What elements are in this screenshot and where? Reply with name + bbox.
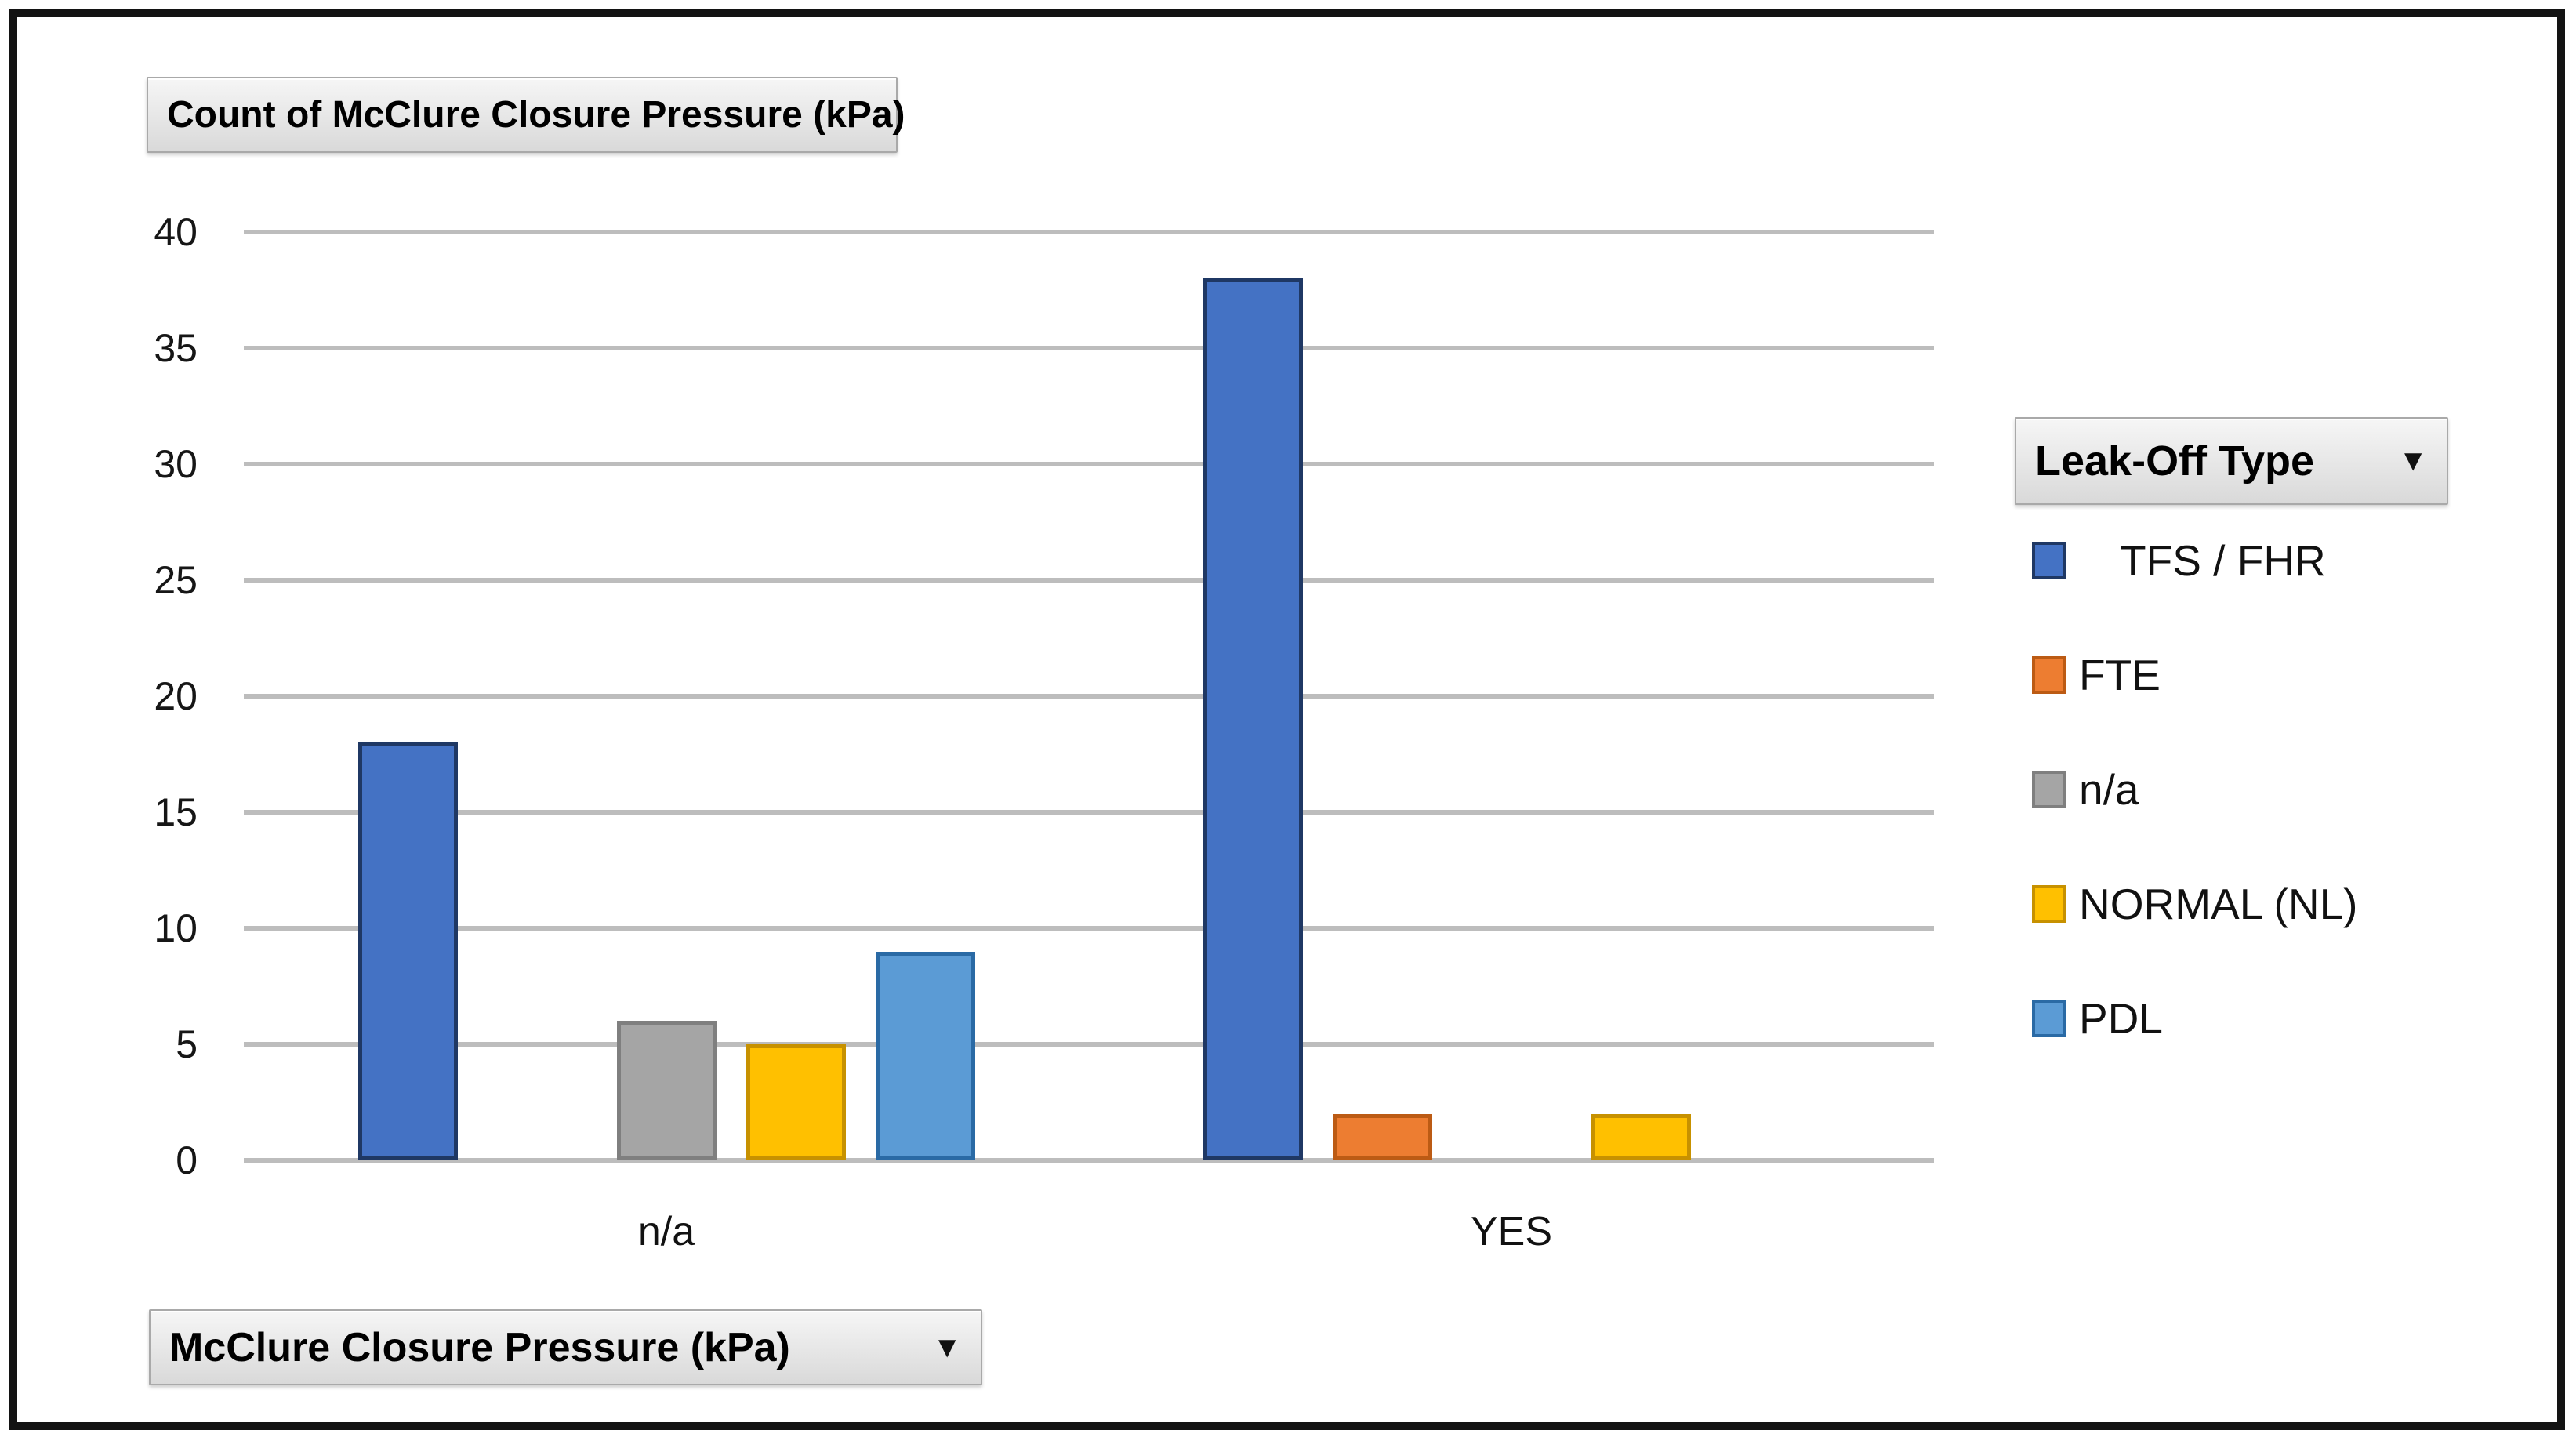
gridline-35 (244, 346, 1934, 350)
gridline-25 (244, 578, 1934, 583)
y-axis-tick-label-0: 0 (176, 1138, 198, 1182)
legend-item-n-a[interactable]: n/a (2032, 765, 2139, 814)
bar-normal-nl-n-a[interactable] (746, 1044, 846, 1160)
legend-item-tfs-fhr[interactable]: TFS / FHR (2032, 536, 2326, 585)
y-axis-tick-label-5: 5 (176, 1022, 198, 1066)
legend-item-label: NORMAL (NL) (2079, 880, 2358, 928)
legend-swatch-icon (2032, 542, 2066, 579)
bar-fte-yes[interactable] (1333, 1114, 1432, 1160)
legend-swatch-icon (2032, 1000, 2066, 1037)
y-axis-tick-label-35: 35 (154, 326, 198, 370)
bar-pdl-n-a[interactable] (876, 952, 975, 1160)
legend-field-button[interactable]: Leak-Off Type ▼ (2015, 417, 2448, 505)
bar-normal-nl-yes[interactable] (1591, 1114, 1691, 1160)
legend-item-label: n/a (2079, 765, 2139, 814)
bar-n-a-n-a[interactable] (617, 1021, 717, 1160)
legend-swatch-icon (2032, 656, 2066, 694)
y-axis-tick-label-25: 25 (154, 558, 198, 602)
legend-item-label: PDL (2079, 994, 2163, 1043)
gridline-10 (244, 926, 1934, 931)
legend-swatch-icon (2032, 771, 2066, 808)
gridline-40 (244, 230, 1934, 234)
value-field-label: Count of McClure Closure Pressure (kPa) (167, 94, 905, 136)
gridline-20 (244, 694, 1934, 699)
category-label-yes: YES (1470, 1209, 1553, 1254)
legend-swatch-icon (2032, 885, 2066, 923)
legend-item-label: FTE (2079, 651, 2161, 699)
bar-tfs-fhr-yes[interactable] (1203, 278, 1303, 1160)
axis-field-button[interactable]: McClure Closure Pressure (kPa) ▼ (149, 1309, 982, 1385)
gridline-15 (244, 810, 1934, 815)
value-field-button[interactable]: Count of McClure Closure Pressure (kPa) (147, 77, 905, 153)
dropdown-arrow-icon[interactable]: ▼ (2398, 445, 2428, 477)
category-label-n-a: n/a (637, 1209, 695, 1254)
y-axis-tick-label-30: 30 (154, 442, 198, 486)
legend-item-pdl[interactable]: PDL (2032, 994, 2163, 1043)
bar-tfs-fhr-n-a[interactable] (358, 742, 458, 1160)
legend-item-fte[interactable]: FTE (2032, 651, 2161, 699)
y-axis-tick-label-15: 15 (154, 790, 198, 834)
legend-item-label: TFS / FHR (2120, 536, 2326, 585)
y-axis-tick-label-40: 40 (154, 210, 198, 254)
legend-item-normal-nl[interactable]: NORMAL (NL) (2032, 880, 2358, 928)
legend-field-label: Leak-Off Type (2035, 437, 2315, 485)
gridline-5 (244, 1042, 1934, 1047)
y-axis-tick-label-20: 20 (154, 674, 198, 718)
gridline-30 (244, 462, 1934, 466)
axis-field-label: McClure Closure Pressure (kPa) (169, 1324, 790, 1370)
y-axis-tick-label-10: 10 (154, 906, 198, 950)
dropdown-arrow-icon[interactable]: ▼ (932, 1330, 962, 1364)
gridline-0 (244, 1158, 1934, 1163)
